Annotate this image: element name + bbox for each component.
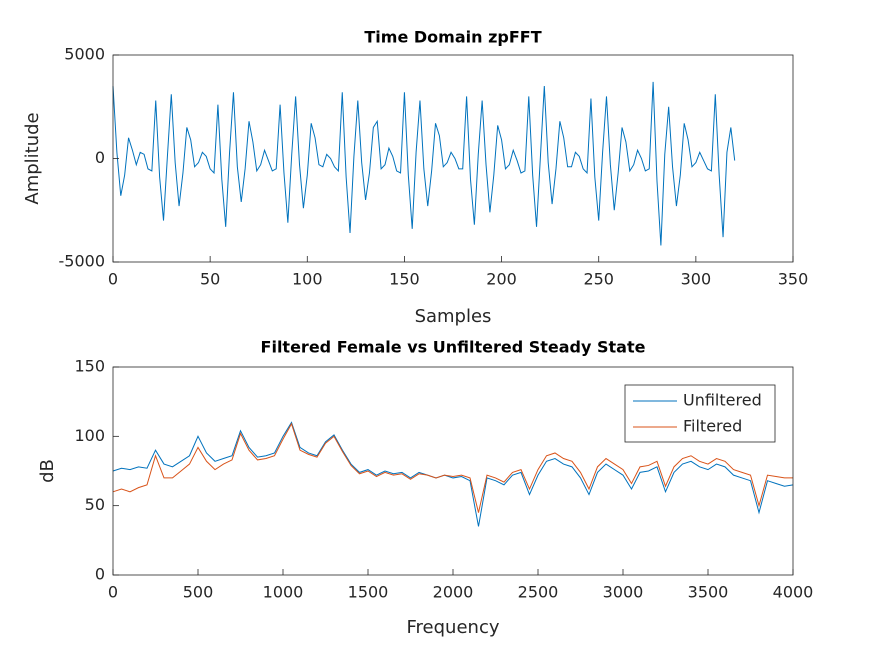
y-axis-label: Amplitude — [22, 112, 43, 204]
x-tick-label: 4000 — [773, 583, 814, 602]
x-tick-label: 250 — [583, 270, 614, 289]
y-tick-label: 150 — [74, 357, 105, 376]
legend-box — [624, 384, 776, 443]
y-axis-label: dB — [37, 459, 58, 483]
x-tick-label: 2000 — [433, 583, 474, 602]
data-line — [112, 81, 736, 246]
x-tick-label: 3500 — [688, 583, 729, 602]
legend-label: Filtered — [683, 417, 742, 436]
x-axis-label: Frequency — [407, 617, 500, 638]
x-tick-label: 200 — [486, 270, 517, 289]
x-tick-label: 0 — [108, 270, 118, 289]
x-tick-label: 1000 — [263, 583, 304, 602]
x-tick-label: 350 — [778, 270, 809, 289]
x-tick-label: 2500 — [518, 583, 559, 602]
y-tick-label: -5000 — [59, 252, 106, 271]
y-tick-label: 0 — [95, 565, 105, 584]
plot-area — [113, 55, 793, 262]
chart-title: Time Domain zpFFT — [364, 28, 541, 47]
x-tick-label: 50 — [200, 270, 220, 289]
x-tick-label: 100 — [292, 270, 323, 289]
x-axis-label: Samples — [415, 306, 492, 327]
x-tick-label: 3000 — [603, 583, 644, 602]
x-tick-label: 300 — [681, 270, 712, 289]
data-line — [112, 422, 793, 513]
x-tick-label: 500 — [183, 583, 214, 602]
y-tick-label: 100 — [74, 426, 105, 445]
y-tick-label: 0 — [95, 148, 105, 167]
legend-label: Unfiltered — [683, 391, 762, 410]
chart-title: Filtered Female vs Unfiltered Steady Sta… — [261, 338, 646, 357]
x-tick-label: 0 — [108, 583, 118, 602]
y-tick-label: 50 — [85, 495, 105, 514]
data-line — [112, 421, 794, 527]
x-tick-label: 150 — [389, 270, 420, 289]
y-tick-label: 5000 — [64, 45, 105, 64]
x-tick-label: 1500 — [348, 583, 389, 602]
